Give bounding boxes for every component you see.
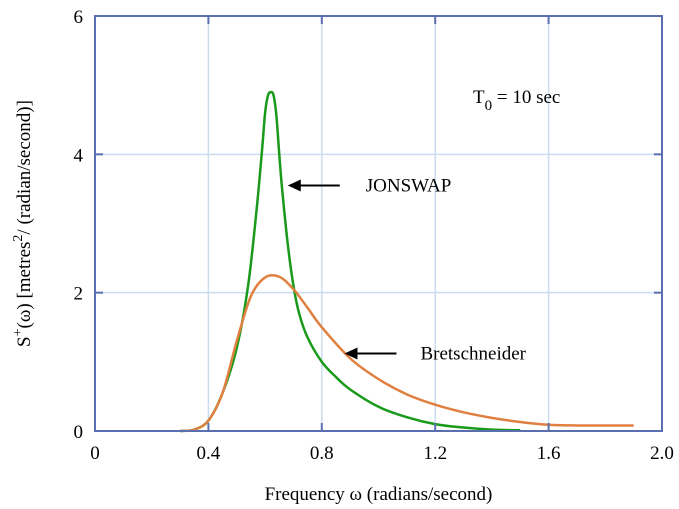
series-lines [179, 90, 634, 433]
x-tick-label: 0.4 [197, 443, 221, 464]
tick-labels: 0 0.4 0.8 1.2 1.6 2.0 0 2 4 6 [74, 7, 674, 464]
period-annotation: T0 = 10 sec [473, 87, 560, 114]
series-line-bretschneider [179, 273, 634, 433]
series-label-jonswap: JONSWAP [366, 175, 452, 196]
y-tick-label: 4 [74, 145, 84, 166]
series-arrows: JONSWAP Bretschneider [287, 175, 527, 365]
x-tick-label: 2.0 [650, 443, 674, 464]
grid-lines [95, 16, 662, 431]
x-tick-label: 1.2 [423, 443, 447, 464]
y-axis-label: S+(ω) [metres2/ (radian/second)] [11, 100, 35, 347]
arrow-head [287, 179, 301, 192]
y-tick-label: 0 [74, 422, 84, 443]
x-tick-label: 0.8 [310, 443, 334, 464]
x-tick-label: 1.6 [537, 443, 561, 464]
y-tick-label: 6 [74, 7, 84, 28]
y-tick-label: 2 [74, 284, 84, 305]
x-tick-label: 0 [90, 443, 100, 464]
axis-ticks [94, 15, 663, 432]
arrow-head [344, 347, 358, 360]
plot-frame [94, 15, 663, 432]
x-axis-label: Frequency ω (radians/second) [265, 484, 493, 505]
series-label-bretschneider: Bretschneider [420, 344, 526, 365]
